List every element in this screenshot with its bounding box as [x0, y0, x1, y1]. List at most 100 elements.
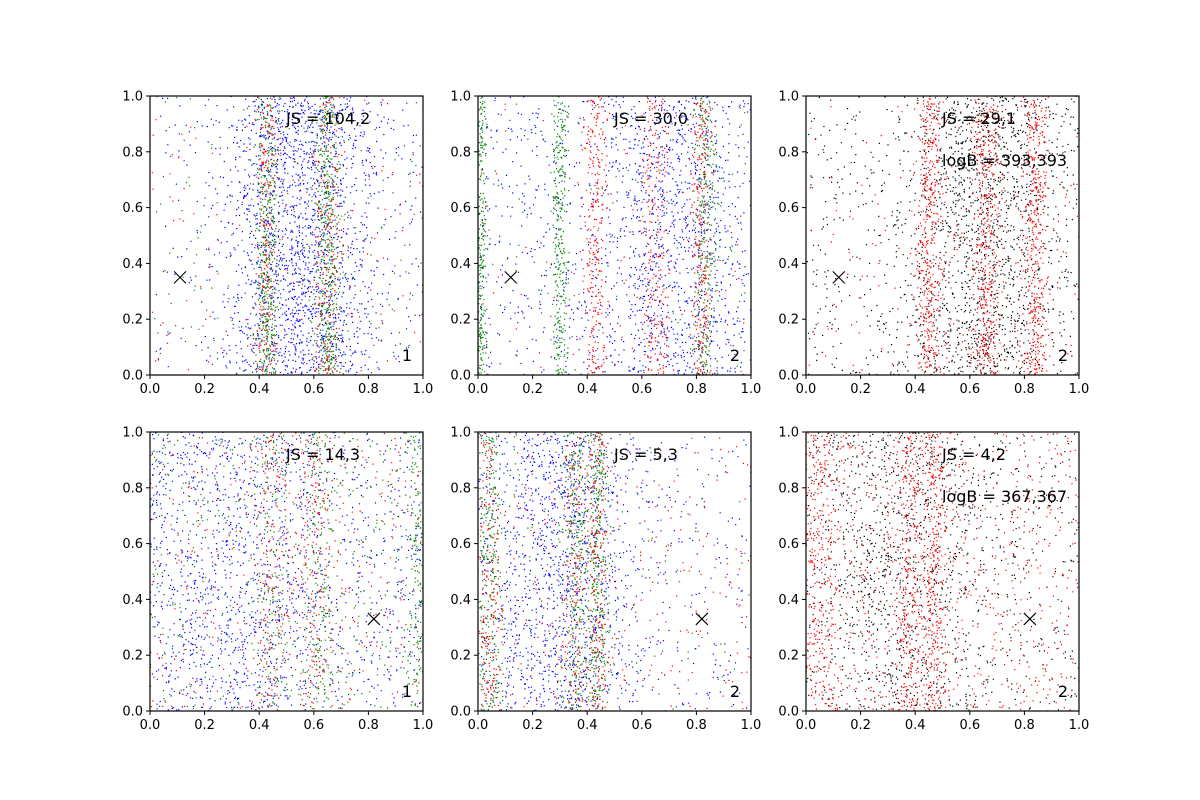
- y-tick-label: 1.0: [122, 426, 143, 441]
- y-tick-label: 0.6: [122, 201, 143, 216]
- scatter-points: [478, 432, 751, 711]
- axes-frame: [805, 431, 1080, 712]
- x-tick-label: 0.6: [631, 382, 652, 397]
- series-blue: [150, 432, 423, 711]
- series-black: [806, 432, 1079, 711]
- y-tick-label: 0.2: [122, 649, 143, 664]
- x-tick-label: 1.0: [741, 382, 762, 397]
- x-tick-label: 0.0: [796, 718, 817, 733]
- x-tick-label: 0.2: [850, 382, 871, 397]
- y-tick-label: 0.4: [122, 593, 143, 608]
- js-annotation: JS = 5,3: [613, 445, 678, 464]
- series-red-points: [806, 432, 1079, 711]
- y-tick-label: 0.6: [450, 201, 471, 216]
- x-marker: [832, 270, 846, 284]
- series-red: [806, 432, 1079, 711]
- y-tick-label: 0.8: [122, 145, 143, 160]
- y-tick-label: 0.6: [450, 537, 471, 552]
- y-tick-label: 0.2: [778, 649, 799, 664]
- y-tick-label: 0.4: [778, 257, 799, 272]
- series-black: [806, 96, 1079, 375]
- x-marker: [1023, 612, 1037, 626]
- x-tick-label: 0.4: [905, 382, 926, 397]
- scatter-points: [806, 432, 1079, 711]
- x-tick-label: 0.8: [686, 382, 707, 397]
- axes-frame: [149, 431, 424, 712]
- js-annotation: JS = 104,2: [285, 109, 370, 128]
- x-marker-stroke-2: [832, 270, 846, 284]
- series-red-points: [808, 96, 1079, 375]
- series-green: [154, 96, 423, 375]
- scatter-points: [150, 432, 423, 711]
- x-tick-label: 1.0: [741, 718, 762, 733]
- y-tick-label: 0.6: [778, 537, 799, 552]
- series-red: [808, 96, 1079, 375]
- y-tick-label: 0.2: [450, 649, 471, 664]
- series-green-points: [154, 96, 423, 375]
- panel-top-middle: 0.0 0.2 0.4 0.6 0.8 1.0 0.0 0.2 0.4 0.6 0.8 1.0 JS =…: [450, 90, 761, 398]
- series-red-points: [150, 432, 422, 711]
- x-tick-label: 0.0: [468, 718, 489, 733]
- x-tick-label: 0.6: [959, 718, 980, 733]
- y-tick-label: 0.0: [778, 369, 799, 384]
- series-black-points: [806, 432, 1079, 711]
- y-tick-label: 0.4: [450, 257, 471, 272]
- x-tick-label: 0.6: [959, 382, 980, 397]
- y-tick-label: 0.2: [122, 313, 143, 328]
- js-annotation: JS = 29,1: [941, 109, 1016, 128]
- x-tick-label: 0.2: [522, 718, 543, 733]
- x-marker-stroke-2: [695, 612, 709, 626]
- x-tick-label: 0.4: [905, 718, 926, 733]
- axes-frame: [477, 431, 752, 712]
- y-tick-label: 1.0: [450, 426, 471, 441]
- x-marker: [504, 270, 518, 284]
- x-tick-label: 0.2: [194, 382, 215, 397]
- y-tick-label: 0.8: [778, 481, 799, 496]
- logb-annotation: logB = 367,367: [942, 487, 1067, 506]
- panel-bottom-left: 0.0 0.2 0.4 0.6 0.8 1.0 0.0 0.2 0.4 0.6 0.8 1.0 JS =…: [122, 426, 433, 734]
- series-red-points: [480, 96, 745, 375]
- y-tick-label: 0.6: [122, 537, 143, 552]
- js-annotation: JS = 30,0: [613, 109, 688, 128]
- x-tick-label: 0.2: [850, 718, 871, 733]
- corner-label: 2: [730, 682, 740, 701]
- y-tick-label: 0.8: [778, 145, 799, 160]
- x-tick-label: 0.0: [140, 382, 161, 397]
- js-annotation: JS = 4,2: [941, 445, 1006, 464]
- scatter-points: [478, 96, 751, 375]
- x-tick-label: 0.8: [358, 382, 379, 397]
- y-tick-label: 0.0: [122, 369, 143, 384]
- panel-top-left: 0.0 0.2 0.4 0.6 0.8 1.0 0.0 0.2 0.4 0.6 0.8 1.0 JS =…: [122, 90, 433, 398]
- y-tick-label: 0.0: [450, 705, 471, 720]
- x-tick-label: 0.2: [522, 382, 543, 397]
- corner-label: 2: [1058, 682, 1068, 701]
- series-red-points: [151, 96, 423, 375]
- series-blue-points: [478, 432, 751, 711]
- x-tick-label: 0.2: [194, 718, 215, 733]
- x-tick-label: 1.0: [413, 382, 434, 397]
- y-tick-label: 1.0: [778, 426, 799, 441]
- corner-label: 1: [402, 346, 412, 365]
- x-tick-label: 0.8: [686, 718, 707, 733]
- y-tick-label: 0.6: [778, 201, 799, 216]
- x-tick-label: 0.8: [358, 718, 379, 733]
- x-tick-label: 0.4: [577, 382, 598, 397]
- x-tick-label: 0.8: [1014, 718, 1035, 733]
- x-tick-label: 0.8: [1014, 382, 1035, 397]
- series-red: [480, 96, 745, 375]
- x-tick-label: 0.4: [249, 382, 270, 397]
- series-blue-points: [150, 432, 423, 711]
- x-marker: [367, 612, 381, 626]
- series-red: [150, 432, 422, 711]
- x-tick-label: 0.0: [140, 718, 161, 733]
- panel-bottom-middle: 0.0 0.2 0.4 0.6 0.8 1.0 0.0 0.2 0.4 0.6 0.8 1.0 JS =…: [450, 426, 761, 734]
- y-tick-label: 0.4: [450, 593, 471, 608]
- corner-label: 2: [1058, 346, 1068, 365]
- js-annotation: JS = 14,3: [285, 445, 360, 464]
- x-tick-label: 0.4: [577, 718, 598, 733]
- series-blue: [478, 432, 751, 711]
- y-tick-label: 1.0: [778, 90, 799, 105]
- x-tick-label: 1.0: [1069, 718, 1090, 733]
- y-tick-label: 1.0: [122, 90, 143, 105]
